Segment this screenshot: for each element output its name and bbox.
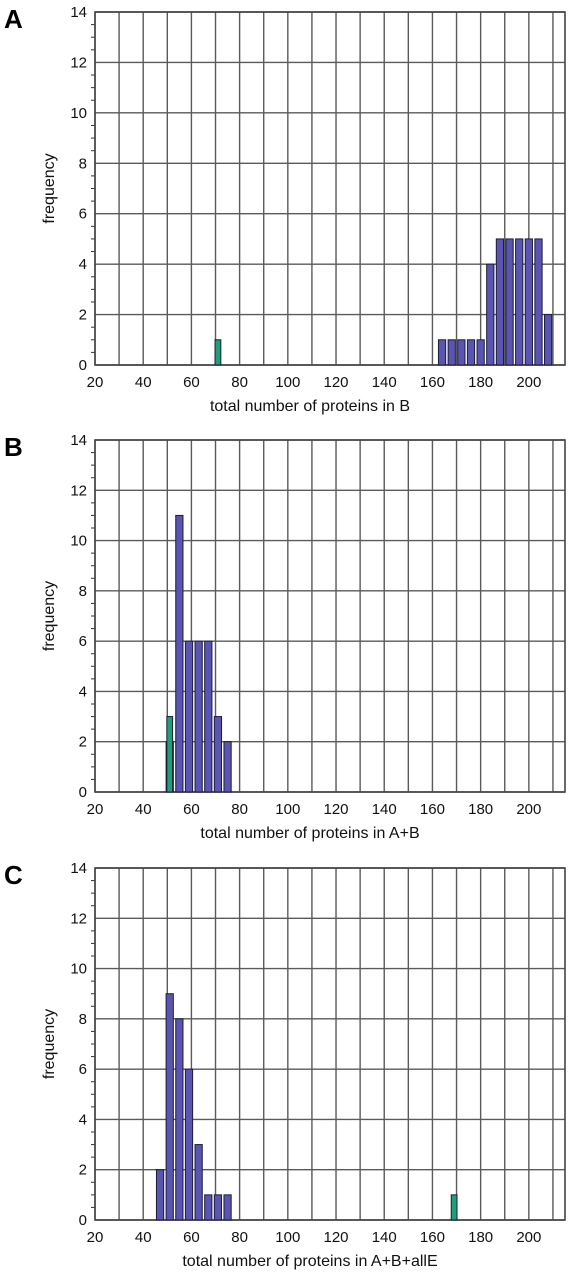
x-tick-label: 120 xyxy=(324,801,349,818)
y-tick-label: 2 xyxy=(79,734,87,751)
x-tick-label: 100 xyxy=(275,801,300,818)
histogram-bar xyxy=(544,314,553,366)
x-tick-label: 180 xyxy=(468,801,493,818)
histogram-bar xyxy=(213,1194,223,1221)
x-tick-label: 100 xyxy=(275,1229,300,1246)
x-tick-label: 160 xyxy=(420,801,445,818)
x-tick-label: 40 xyxy=(135,801,152,818)
y-axis-label: frequency xyxy=(41,153,58,223)
histogram-bar xyxy=(213,716,223,793)
x-tick-label: 60 xyxy=(183,1229,200,1246)
histogram-bar xyxy=(165,993,174,1221)
x-tick-label: 20 xyxy=(87,1229,104,1246)
y-tick-label: 2 xyxy=(79,1162,87,1179)
x-tick-label: 200 xyxy=(516,374,541,391)
y-tick-label: 0 xyxy=(79,1212,87,1229)
highlight-bar xyxy=(214,339,222,366)
x-tick-label: 60 xyxy=(183,374,200,391)
plot-frame xyxy=(94,439,566,793)
x-axis-label: total number of proteins in A+B+allE xyxy=(182,1253,437,1270)
y-tick-label: 14 xyxy=(70,432,87,449)
histogram-bar xyxy=(505,238,514,366)
x-tick-label: 80 xyxy=(231,374,248,391)
x-tick-label: 20 xyxy=(87,801,104,818)
x-tick-label: 120 xyxy=(324,1229,349,1246)
y-tick-label: 14 xyxy=(70,860,87,877)
panel-letter: C xyxy=(4,860,23,890)
histogram-bar xyxy=(486,263,495,366)
histogram-bar xyxy=(495,238,505,366)
histogram-bar xyxy=(175,1018,184,1221)
y-tick-label: 0 xyxy=(79,784,87,801)
y-tick-label: 8 xyxy=(79,1011,87,1028)
histogram-bar xyxy=(447,339,456,366)
y-tick-label: 6 xyxy=(79,206,87,223)
panel-letter: B xyxy=(4,432,23,462)
histogram-bar xyxy=(466,339,476,366)
x-tick-label: 200 xyxy=(516,1229,541,1246)
histogram-bar xyxy=(194,1144,203,1221)
x-tick-label: 20 xyxy=(87,374,104,391)
histogram-bar xyxy=(515,238,524,366)
y-axis-label: frequency xyxy=(41,1009,58,1079)
y-tick-label: 10 xyxy=(70,105,87,122)
y-tick-label: 10 xyxy=(70,533,87,550)
highlight-bar xyxy=(166,716,174,793)
x-tick-label: 140 xyxy=(372,374,397,391)
y-tick-label: 0 xyxy=(79,357,87,374)
histogram-bar xyxy=(534,238,543,366)
histogram-bar xyxy=(204,1194,213,1221)
x-tick-label: 100 xyxy=(275,374,300,391)
y-tick-label: 4 xyxy=(79,1111,87,1128)
y-axis-label: frequency xyxy=(41,581,58,651)
x-tick-label: 40 xyxy=(135,1229,152,1246)
y-tick-label: 8 xyxy=(79,155,87,172)
y-tick-label: 12 xyxy=(70,482,87,499)
x-tick-label: 180 xyxy=(468,1229,493,1246)
x-tick-label: 120 xyxy=(324,374,349,391)
panel-c: C 0 2 4 6 8 10 12 14 20 40 60 80 100 120 140 160 180 200 to… xyxy=(4,860,566,1270)
x-axis-label: total number of proteins in A+B xyxy=(200,825,419,842)
panel-b: B 0 2 4 6 8 10 12 14 20 40 60 80 100 120 140 160 180 200 to… xyxy=(4,432,566,842)
x-axis-label: total number of proteins in B xyxy=(210,398,410,415)
histogram-bar xyxy=(457,339,466,366)
histogram-bar xyxy=(155,1169,165,1221)
y-tick-label: 10 xyxy=(70,961,87,978)
histogram-bar xyxy=(184,640,194,793)
histogram-bar xyxy=(437,339,447,366)
histogram-bar xyxy=(524,238,533,366)
x-tick-label: 180 xyxy=(468,374,493,391)
x-tick-label: 80 xyxy=(231,801,248,818)
y-tick-label: 8 xyxy=(79,583,87,600)
panel-letter: A xyxy=(4,4,23,34)
y-tick-label: 12 xyxy=(70,910,87,927)
histogram-bar xyxy=(223,741,232,793)
x-tick-label: 80 xyxy=(231,1229,248,1246)
panel-a: A 0 2 4 6 8 10 12 14 20 40 60 80 100 120 140 160 180 200 to… xyxy=(4,4,566,415)
y-tick-label: 12 xyxy=(70,54,87,71)
x-tick-label: 40 xyxy=(135,374,152,391)
histogram-bar xyxy=(194,640,203,793)
highlight-bar xyxy=(450,1194,458,1221)
y-tick-label: 2 xyxy=(79,307,87,324)
y-tick-label: 14 xyxy=(70,4,87,21)
x-tick-label: 60 xyxy=(183,801,200,818)
histogram-bar xyxy=(223,1194,232,1221)
y-tick-label: 6 xyxy=(79,633,87,650)
plot-frame xyxy=(94,867,566,1221)
y-tick-label: 4 xyxy=(79,256,87,273)
histogram-bar xyxy=(175,514,184,793)
y-tick-label: 6 xyxy=(79,1061,87,1078)
x-tick-label: 160 xyxy=(420,1229,445,1246)
x-tick-label: 200 xyxy=(516,801,541,818)
x-tick-label: 140 xyxy=(372,801,397,818)
histogram-bar xyxy=(204,640,213,793)
histogram-bar xyxy=(476,339,485,366)
y-tick-label: 4 xyxy=(79,683,87,700)
plot-frame xyxy=(94,11,566,366)
x-tick-label: 160 xyxy=(420,374,445,391)
x-tick-label: 140 xyxy=(372,1229,397,1246)
histogram-bar xyxy=(184,1068,194,1221)
